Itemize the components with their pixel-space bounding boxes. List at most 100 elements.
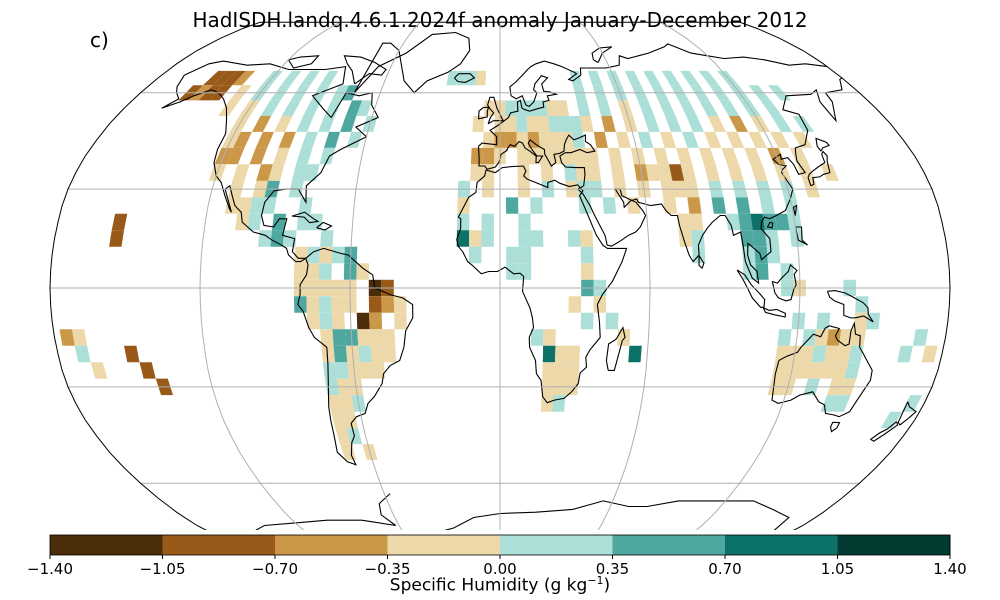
- grid-cell: [530, 197, 543, 214]
- grid-cell: [233, 131, 252, 148]
- panel-label: c): [90, 28, 109, 52]
- grid-cell: [456, 230, 470, 247]
- grid-cell: [607, 147, 623, 165]
- grid-cell: [775, 345, 790, 363]
- coastline: [794, 226, 808, 246]
- grid-cell: [538, 131, 552, 148]
- grid-cell: [139, 362, 156, 379]
- grid-cell: [272, 213, 287, 231]
- grid-cell: [342, 411, 358, 429]
- grid-cell: [446, 70, 459, 86]
- grid-cell: [506, 263, 519, 280]
- grid-cell: [293, 263, 307, 280]
- grid-cell: [382, 329, 396, 346]
- grid-cell: [306, 296, 320, 313]
- grid-cell: [587, 70, 603, 86]
- grid-cell: [816, 312, 831, 330]
- grid-cell: [296, 213, 311, 231]
- grid-cell: [766, 246, 781, 264]
- grid-cell: [505, 116, 517, 132]
- coastline: [826, 290, 874, 323]
- grid-cell: [318, 263, 332, 280]
- grid-cell: [232, 164, 250, 181]
- grid-cell: [575, 164, 590, 181]
- grid-cell: [580, 246, 594, 264]
- grid-cell: [832, 362, 849, 379]
- grid-cell: [472, 116, 484, 132]
- grid-cell: [469, 230, 482, 247]
- grid-cell: [755, 263, 769, 280]
- grid-cell: [754, 246, 768, 264]
- grid-cell: [251, 116, 272, 132]
- grid-cell: [880, 411, 902, 429]
- colorbar-tick-label: 1.05: [821, 560, 854, 578]
- grid-cell: [394, 312, 407, 330]
- grid-cell: [260, 100, 281, 116]
- grid-cell: [681, 131, 699, 148]
- grid-cell: [515, 100, 527, 116]
- grid-cell: [605, 312, 619, 330]
- grid-cell: [296, 116, 314, 132]
- grid-cell: [306, 263, 320, 280]
- grid-cell: [711, 197, 727, 214]
- grid-cell: [820, 362, 837, 379]
- grid-cell: [602, 197, 617, 214]
- grid-cell: [752, 230, 767, 247]
- grid-cell: [59, 329, 75, 346]
- colorbar-swatch: [837, 535, 951, 555]
- grid-cell: [643, 116, 660, 132]
- grid-cell: [320, 230, 334, 247]
- grid-cell: [587, 164, 602, 181]
- colorbar-label-exponent: −1: [587, 574, 604, 587]
- grid-cell: [468, 246, 482, 264]
- grid-cell: [678, 100, 697, 116]
- colorbar-tick-label: −0.70: [252, 560, 298, 578]
- grid-cell: [653, 147, 669, 165]
- coastline: [869, 421, 899, 442]
- grid-cell: [740, 230, 755, 247]
- grid-cell: [564, 164, 578, 181]
- colorbar-swatch: [162, 535, 276, 555]
- grid-cell: [505, 131, 517, 148]
- coastline: [343, 55, 387, 85]
- grid-cell: [799, 345, 815, 363]
- grid-cell: [518, 213, 531, 231]
- grid-cell: [393, 296, 407, 313]
- colorbar-swatch: [500, 535, 613, 555]
- grid-cell: [124, 345, 140, 363]
- grid-cell: [568, 296, 582, 313]
- colorbar-tick-label: 0.35: [596, 560, 629, 578]
- grid-cell: [569, 116, 583, 132]
- grid-cell: [298, 197, 313, 214]
- grid-cell: [628, 345, 642, 363]
- grid-cell: [912, 329, 929, 346]
- coastline: [762, 307, 786, 318]
- grid-cell: [823, 345, 839, 363]
- grid-cell: [728, 116, 749, 132]
- grid-cell: [844, 362, 861, 379]
- grid-cell: [775, 213, 790, 231]
- grid-cell: [475, 70, 487, 86]
- grid-cell: [897, 345, 913, 363]
- grid-cell: [111, 213, 128, 231]
- grid-cell: [356, 100, 373, 116]
- grid-cell: [789, 147, 809, 165]
- grid-cell: [281, 100, 301, 116]
- colorbar-swatch: [612, 535, 726, 555]
- grid-cell: [319, 246, 333, 264]
- grid-cell: [506, 246, 519, 264]
- world-map: [49, 21, 951, 530]
- grid-cell: [282, 230, 297, 247]
- grid-cell: [643, 70, 661, 86]
- grid-cell: [527, 131, 540, 148]
- grid-cell: [658, 100, 676, 116]
- grid-cell: [506, 197, 519, 214]
- grid-cell: [808, 362, 824, 379]
- grid-cell: [580, 312, 594, 330]
- grid-cell: [677, 213, 692, 231]
- grid-cell: [704, 131, 722, 148]
- colorbar-label-text: Specific Humidity (g kg: [389, 575, 588, 596]
- grid-cell: [555, 345, 568, 363]
- coastline: [478, 106, 490, 120]
- grid-cell: [792, 116, 815, 132]
